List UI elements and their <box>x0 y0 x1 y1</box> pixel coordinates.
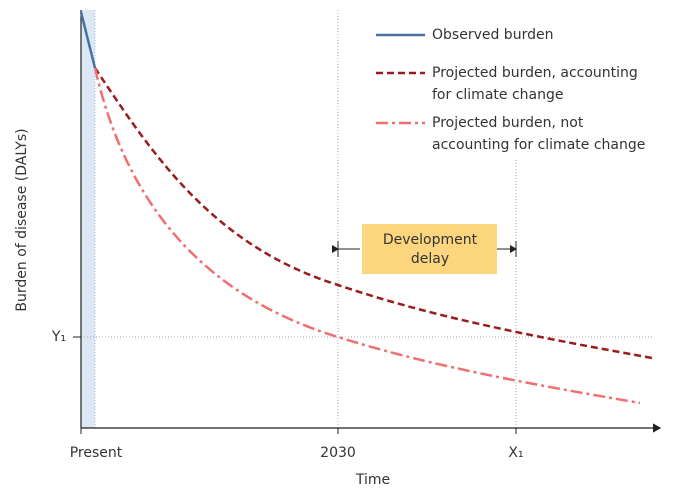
annotation: Development <box>383 232 478 248</box>
observed-line <box>79 11 97 69</box>
x-label: Present <box>70 445 123 461</box>
annotation: delay <box>411 251 449 267</box>
y-marker: Y₁ <box>51 329 66 345</box>
y-axis-title: Burden of disease (DALYs) <box>14 128 30 311</box>
delay-box <box>362 224 497 274</box>
x-label: X₁ <box>508 445 523 461</box>
legend-label: accounting for climate change <box>432 137 645 153</box>
legend-label: Projected burden, accounting <box>432 65 638 81</box>
observed-band <box>81 10 95 428</box>
legend-label: Projected burden, not <box>432 115 584 131</box>
legend-label: Observed burden <box>432 27 553 43</box>
legend-label: for climate change <box>432 87 563 103</box>
projected-no-climate-line <box>93 67 641 405</box>
x-label: 2030 <box>320 445 356 461</box>
x-axis-title: Time <box>355 472 390 488</box>
projected-climate-line <box>93 67 653 360</box>
